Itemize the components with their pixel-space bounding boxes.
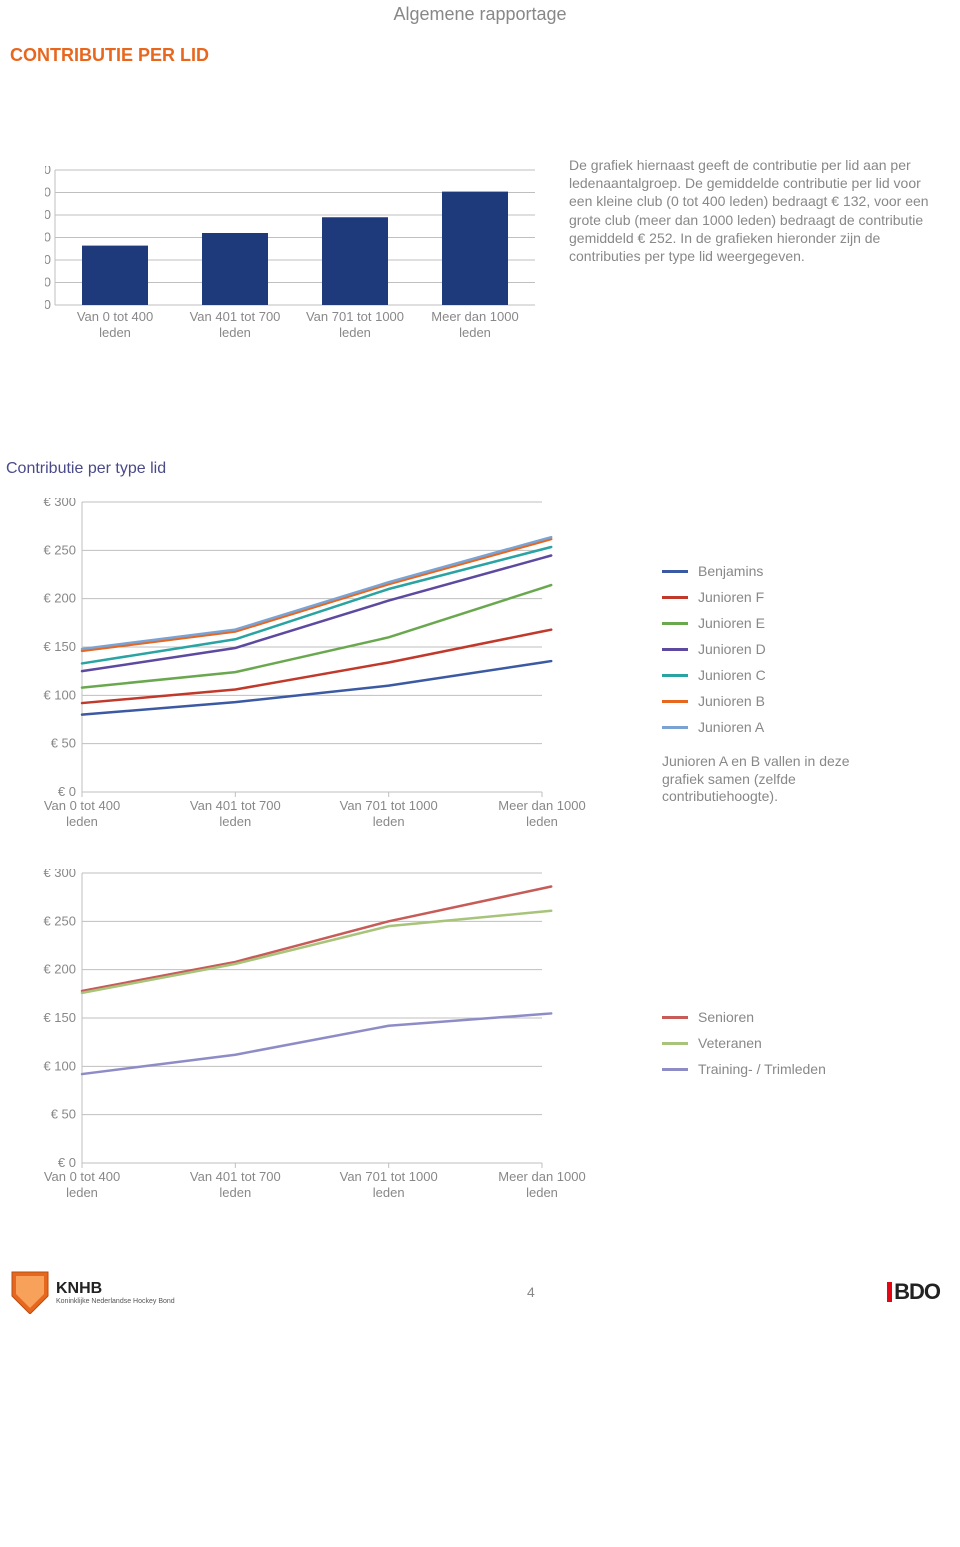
bar-chart-block: € 0 € 50 € 100 € 150 € 200 € 250 € 300 Van 0 to… — [0, 156, 539, 350]
svg-text:€ 250: € 250 — [45, 185, 51, 200]
description-text: De grafiek hiernaast geeft de contributi… — [569, 156, 930, 265]
legend-label: Junioren F — [698, 589, 764, 605]
svg-text:Meer dan 1000: Meer dan 1000 — [498, 1169, 585, 1184]
svg-text:leden: leden — [219, 814, 251, 829]
svg-text:leden: leden — [99, 325, 131, 340]
legend-item: Training- / Trimleden — [662, 1061, 826, 1077]
svg-text:Van 401 tot 700: Van 401 tot 700 — [190, 1169, 281, 1184]
svg-text:Van 0 tot 400: Van 0 tot 400 — [77, 309, 153, 324]
svg-text:€ 100: € 100 — [43, 687, 76, 702]
legend-label: Junioren E — [698, 615, 765, 631]
legend-item: Benjamins — [662, 563, 862, 579]
senior-legend: Senioren Veteranen Training- / Trimleden — [662, 869, 826, 1210]
svg-text:€ 0: € 0 — [58, 1155, 76, 1170]
subsection-title: Contributie per type lid — [6, 460, 960, 478]
legend-swatch — [662, 1042, 688, 1045]
page-number: 4 — [527, 1284, 535, 1300]
legend-item: Junioren D — [662, 641, 862, 657]
svg-text:Van 401 tot 700: Van 401 tot 700 — [190, 798, 281, 813]
svg-text:€ 300: € 300 — [43, 869, 76, 880]
svg-text:leden: leden — [373, 1185, 405, 1200]
bdo-logo: BDO — [887, 1279, 940, 1305]
junior-footnote: Junioren A en B vallen in deze grafiek s… — [662, 753, 862, 806]
page-title: Algemene rapportage — [0, 0, 960, 25]
bdo-text: BDO — [894, 1279, 940, 1304]
svg-text:€ 0: € 0 — [45, 297, 51, 312]
svg-text:leden: leden — [373, 814, 405, 829]
legend-label: Benjamins — [698, 563, 763, 579]
senior-line-chart-block: € 0 € 50 € 100 € 150 € 200 € 250 € 300 Van 0 to… — [0, 869, 642, 1210]
svg-text:Van 401 tot 700: Van 401 tot 700 — [190, 309, 281, 324]
legend-label: Senioren — [698, 1009, 754, 1025]
svg-text:leden: leden — [66, 1185, 98, 1200]
legend-label: Training- / Trimleden — [698, 1061, 826, 1077]
legend-swatch — [662, 570, 688, 573]
bar-chart: € 0 € 50 € 100 € 150 € 200 € 250 € 300 Van 0 to… — [45, 166, 539, 345]
knhb-shield-icon — [10, 1270, 50, 1314]
svg-text:€ 150: € 150 — [43, 1010, 76, 1025]
legend-item: Senioren — [662, 1009, 826, 1025]
legend-item: Junioren B — [662, 693, 862, 709]
knhb-name: KNHB — [56, 1280, 102, 1297]
svg-text:€ 300: € 300 — [43, 498, 76, 509]
svg-text:€ 150: € 150 — [45, 230, 51, 245]
knhb-logo: KNHB Koninklijke Nederlandse Hockey Bond — [10, 1270, 175, 1314]
svg-text:leden: leden — [526, 1185, 558, 1200]
legend-label: Veteranen — [698, 1035, 762, 1051]
svg-text:€ 150: € 150 — [43, 639, 76, 654]
legend-item: Veteranen — [662, 1035, 826, 1051]
svg-text:€ 50: € 50 — [45, 275, 51, 290]
svg-text:leden: leden — [66, 814, 98, 829]
legend-swatch — [662, 622, 688, 625]
junior-line-chart: € 0 € 50 € 100 € 150 € 200 € 250 € 300 Van 0 to… — [30, 498, 642, 834]
legend-swatch — [662, 726, 688, 729]
knhb-sub: Koninklijke Nederlandse Hockey Bond — [56, 1298, 175, 1305]
legend-item: Junioren C — [662, 667, 862, 683]
svg-text:Van 701 tot 1000: Van 701 tot 1000 — [306, 309, 404, 324]
svg-text:Van 701 tot 1000: Van 701 tot 1000 — [340, 798, 438, 813]
svg-text:Van 0 tot 400: Van 0 tot 400 — [44, 798, 120, 813]
svg-text:leden: leden — [219, 1185, 251, 1200]
svg-text:Meer dan 1000: Meer dan 1000 — [431, 309, 518, 324]
legend-swatch — [662, 674, 688, 677]
svg-text:€ 50: € 50 — [51, 1107, 76, 1122]
legend-label: Junioren A — [698, 719, 764, 735]
svg-text:Van 0 tot 400: Van 0 tot 400 — [44, 1169, 120, 1184]
svg-text:leden: leden — [219, 325, 251, 340]
svg-text:€ 100: € 100 — [43, 1058, 76, 1073]
legend-item: Junioren A — [662, 719, 862, 735]
senior-line-chart: € 0 € 50 € 100 € 150 € 200 € 250 € 300 Van 0 to… — [30, 869, 642, 1205]
legend-swatch — [662, 596, 688, 599]
legend-label: Junioren B — [698, 693, 765, 709]
svg-text:leden: leden — [459, 325, 491, 340]
legend-item: Junioren E — [662, 615, 862, 631]
legend-swatch — [662, 648, 688, 651]
legend-item: Junioren F — [662, 589, 862, 605]
svg-text:€ 100: € 100 — [45, 252, 51, 267]
legend-label: Junioren C — [698, 667, 766, 683]
svg-text:€ 300: € 300 — [45, 166, 51, 177]
legend-swatch — [662, 700, 688, 703]
legend-swatch — [662, 1016, 688, 1019]
svg-text:€ 200: € 200 — [45, 207, 51, 222]
legend-swatch — [662, 1068, 688, 1071]
svg-text:€ 200: € 200 — [43, 962, 76, 977]
svg-text:Van 701 tot 1000: Van 701 tot 1000 — [340, 1169, 438, 1184]
svg-text:€ 50: € 50 — [51, 736, 76, 751]
svg-text:€ 200: € 200 — [43, 591, 76, 606]
svg-text:leden: leden — [339, 325, 371, 340]
svg-text:€ 250: € 250 — [43, 542, 76, 557]
svg-text:Meer dan 1000: Meer dan 1000 — [498, 798, 585, 813]
legend-label: Junioren D — [698, 641, 766, 657]
section-title: CONTRIBUTIE PER LID — [10, 45, 960, 66]
junior-line-chart-block: € 0 € 50 € 100 € 150 € 200 € 250 € 300 Van 0 to… — [0, 498, 642, 839]
page-footer: KNHB Koninklijke Nederlandse Hockey Bond… — [0, 1270, 960, 1324]
svg-text:leden: leden — [526, 814, 558, 829]
junior-legend: Benjamins Junioren F Junioren E Junioren D J… — [662, 498, 862, 839]
svg-text:€ 250: € 250 — [43, 913, 76, 928]
svg-text:€ 0: € 0 — [58, 784, 76, 799]
